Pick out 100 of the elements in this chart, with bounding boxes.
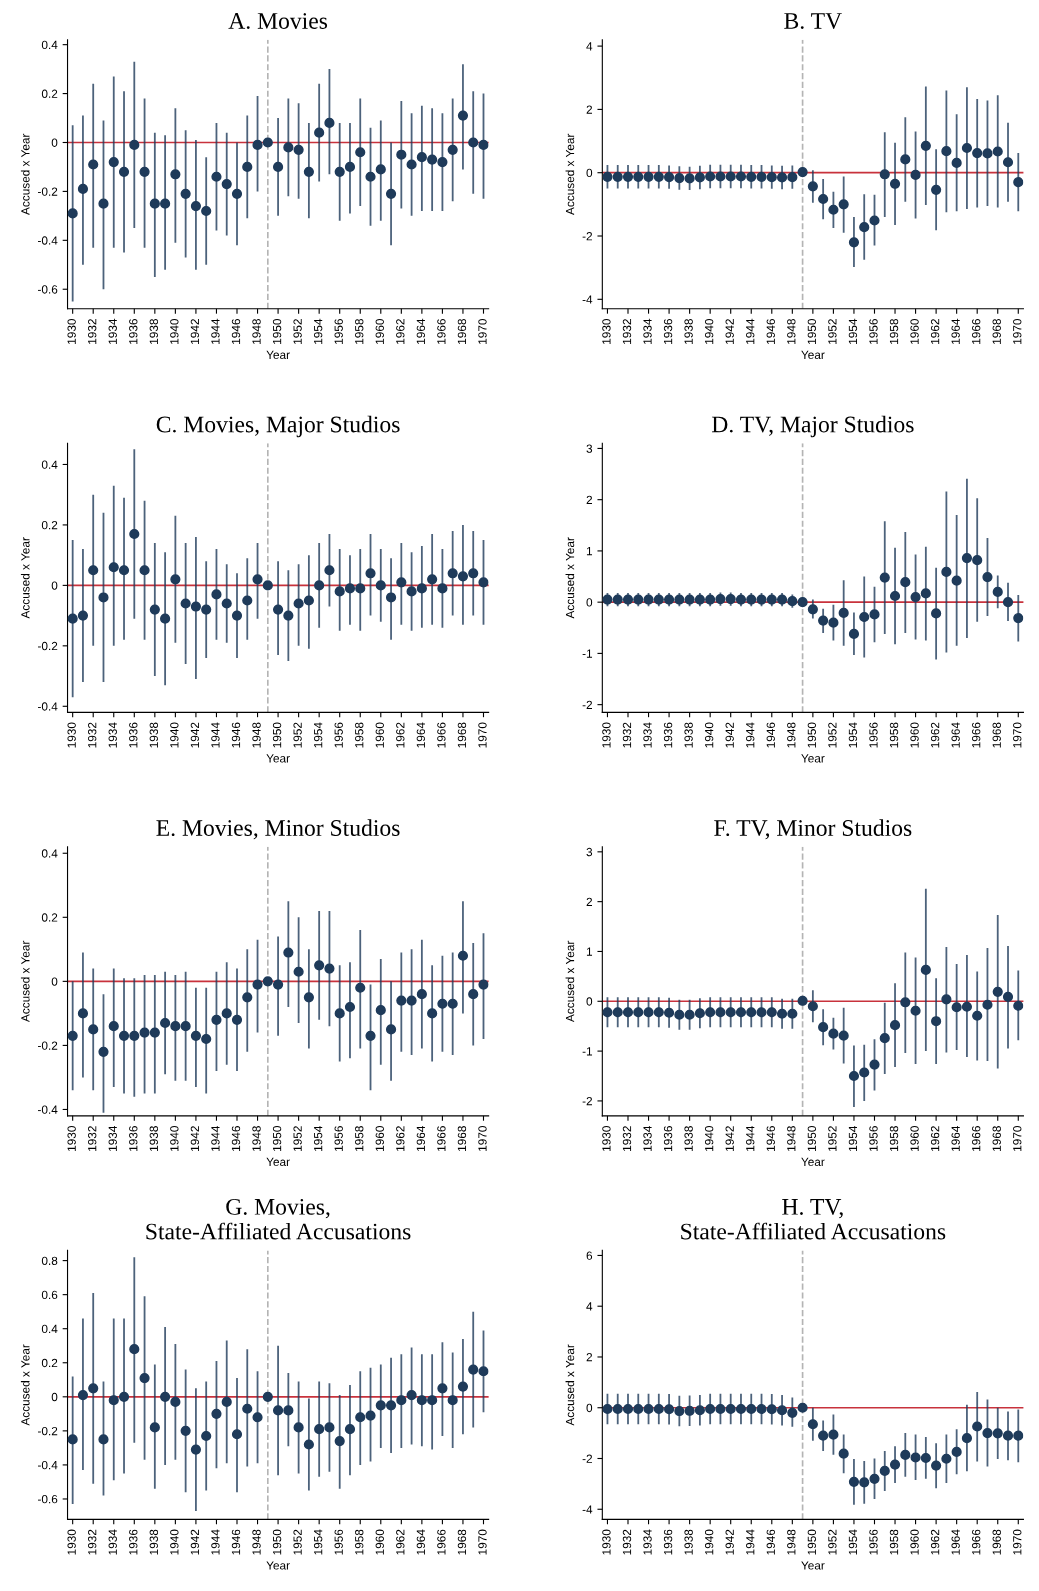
x-tick-label: 1954 <box>313 722 323 748</box>
y-tick-label: -0.4 <box>38 702 58 711</box>
x-tick-label: 1962 <box>396 1126 405 1151</box>
x-tick-label: 1940 <box>170 1126 179 1151</box>
x-tick-label: 1952 <box>828 1126 837 1151</box>
x-tick-label: 1950 <box>272 1126 282 1151</box>
x-tick-label: 1934 <box>108 1529 117 1555</box>
x-tick-label: 1942 <box>190 319 200 344</box>
y-tick-label: 0 <box>51 581 58 590</box>
x-tick-label: 1938 <box>149 1529 158 1555</box>
x-tick-label: 1970 <box>1013 722 1022 748</box>
x-tick-label: 1954 <box>848 318 858 344</box>
x-tick-label: 1942 <box>190 1529 200 1555</box>
x-tick-label: 1936 <box>129 1529 138 1555</box>
x-tick-label: 1964 <box>951 318 960 344</box>
chart-title: E. Movies, Minor Studios <box>156 819 400 840</box>
x-tick-label: 1970 <box>1013 1529 1022 1555</box>
y-tick-label: -0.2 <box>38 187 58 196</box>
y-tick-label: 0.4 <box>41 1324 58 1334</box>
x-tick-label: 1952 <box>828 722 837 748</box>
y-tick-label: 3 <box>586 847 593 857</box>
y-tick-label: 0.8 <box>41 1256 58 1265</box>
y-tick-label: 0 <box>586 168 593 178</box>
y-tick-label: 0.2 <box>41 913 58 922</box>
x-tick-label: 1930 <box>602 722 611 748</box>
x-tick-label: 1948 <box>252 1529 261 1555</box>
x-tick-label: 1966 <box>972 1126 981 1151</box>
y-axis-title: Accused x Year <box>20 133 30 215</box>
x-tick-label: 1954 <box>848 722 858 748</box>
x-tick-label: 1958 <box>355 319 364 344</box>
x-tick-label: 1934 <box>643 722 652 748</box>
x-tick-label: 1946 <box>231 319 241 344</box>
x-tick-label: 1940 <box>170 722 179 748</box>
y-tick-label: -0.2 <box>38 1041 58 1050</box>
x-tick-label: 1940 <box>170 318 179 344</box>
y-axis-title: Accused x Year <box>565 133 575 215</box>
x-tick-label: 1938 <box>684 1126 693 1151</box>
x-tick-label: 1940 <box>170 1529 179 1555</box>
x-tick-label: 1956 <box>869 1529 878 1555</box>
chart-title: C. Movies, Major Studios <box>156 415 400 438</box>
x-tick-label: 1934 <box>643 1125 652 1151</box>
x-tick-label: 1958 <box>889 1126 899 1151</box>
x-tick-label: 1942 <box>725 1126 734 1151</box>
y-tick-label: -0.4 <box>38 1105 58 1114</box>
x-tick-label: 1960 <box>375 318 384 344</box>
x-tick-label: 1950 <box>272 1529 282 1555</box>
x-tick-label: 1958 <box>889 319 899 344</box>
x-tick-label: 1964 <box>416 722 426 748</box>
x-tick-label: 1962 <box>396 722 405 748</box>
y-tick-label: -4 <box>582 295 593 304</box>
x-tick-label: 1930 <box>67 318 76 344</box>
x-tick-label: 1964 <box>951 1125 960 1151</box>
x-tick-label: 1956 <box>334 1529 343 1555</box>
x-tick-label: 1936 <box>663 1126 673 1151</box>
x-tick-label: 1944 <box>211 1529 220 1555</box>
x-tick-label: 1958 <box>889 722 899 748</box>
x-tick-label: 1950 <box>807 722 817 748</box>
y-tick-label: -2 <box>582 232 593 241</box>
x-tick-label: 1962 <box>930 319 940 344</box>
x-tick-label: 1946 <box>766 722 775 748</box>
x-tick-label: 1966 <box>972 722 981 748</box>
x-tick-label: 1946 <box>766 1126 775 1151</box>
x-tick-label: 1966 <box>972 1529 981 1555</box>
x-tick-label: 1946 <box>766 1529 775 1555</box>
x-tick-label: 1950 <box>807 1126 817 1151</box>
x-tick-label: 1930 <box>602 318 611 344</box>
y-tick-label: 1 <box>586 547 593 556</box>
y-tick-label: 0 <box>586 997 593 1006</box>
x-tick-label: 1960 <box>910 1126 919 1151</box>
y-tick-label: 2 <box>586 495 593 504</box>
y-axis-title: Accused x Year <box>565 1344 575 1426</box>
y-tick-label: -0.2 <box>38 641 58 651</box>
x-tick-label: 1950 <box>272 318 282 344</box>
x-tick-label: 1964 <box>416 1529 426 1555</box>
x-axis-title: Year <box>266 350 290 360</box>
x-tick-label: 1966 <box>437 1529 446 1555</box>
x-tick-label: 1932 <box>88 1529 97 1555</box>
y-tick-label: -0.6 <box>38 1495 58 1504</box>
x-tick-label: 1960 <box>375 722 384 748</box>
x-tick-label: 1960 <box>910 1529 919 1555</box>
y-tick-label: -0.4 <box>38 236 58 245</box>
y-tick-label: 0.6 <box>41 1290 58 1300</box>
y-tick-label: 0.2 <box>41 520 58 530</box>
x-tick-label: 1944 <box>746 1125 755 1151</box>
y-tick-label: 4 <box>586 1302 593 1311</box>
x-tick-label: 1966 <box>437 1126 446 1151</box>
x-tick-label: 1962 <box>396 319 405 344</box>
x-tick-label: 1962 <box>930 1126 940 1151</box>
x-tick-label: 1938 <box>684 1529 693 1555</box>
y-tick-label: 0.2 <box>41 89 58 98</box>
y-tick-label: 2 <box>586 105 593 114</box>
y-tick-label: 2 <box>586 1353 593 1362</box>
x-tick-label: 1952 <box>293 1126 302 1151</box>
x-tick-label: 1964 <box>951 1529 960 1555</box>
x-tick-label: 1944 <box>746 1529 755 1555</box>
x-tick-label: 1968 <box>457 319 467 344</box>
x-tick-label: 1954 <box>848 1125 858 1151</box>
x-tick-label: 1952 <box>828 319 837 344</box>
x-tick-label: 1956 <box>334 319 343 344</box>
y-axis-title: Accused x Year <box>20 1344 30 1426</box>
